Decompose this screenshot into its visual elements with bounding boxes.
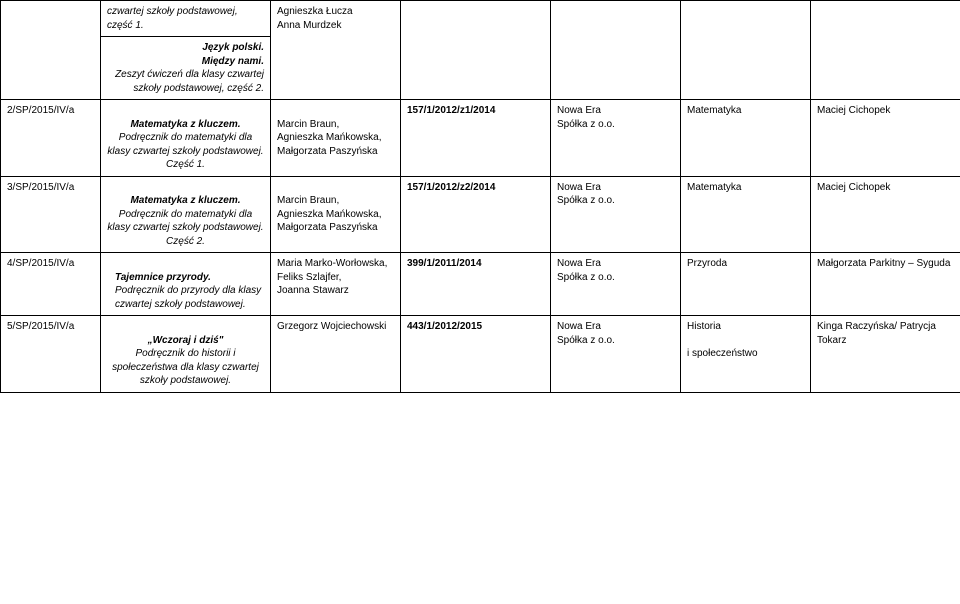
author-text: Marcin Braun, Agnieszka Mańkowska, Małgo… bbox=[277, 119, 382, 157]
table-row: czwartej szkoły podstawowej, część 1. Ag… bbox=[1, 1, 960, 37]
table-row: 3/SP/2015/IV/a Matematyka z kluczem. Pod… bbox=[1, 176, 960, 253]
cell-subject bbox=[681, 1, 811, 100]
cell-id: 3/SP/2015/IV/a bbox=[1, 176, 101, 253]
cell-subject: Historia i społeczeństwo bbox=[681, 316, 811, 393]
cell-publisher bbox=[551, 1, 681, 100]
cell-title: Język polski. Między nami. Zeszyt ćwicze… bbox=[101, 37, 271, 100]
cell-approval: 443/1/2012/2015 bbox=[401, 316, 551, 393]
cell-id: 5/SP/2015/IV/a bbox=[1, 316, 101, 393]
desc-text: Podręcznik do historii i społeczeństwa d… bbox=[107, 347, 264, 388]
approval-text: 157/1/2012/z1/2014 bbox=[407, 105, 495, 116]
title-text: Matematyka z kluczem. bbox=[107, 118, 264, 132]
title-text: Język polski. Między nami. bbox=[107, 41, 264, 68]
cell-author: Agnieszka Łucza Anna Murdzek bbox=[271, 1, 401, 100]
cell-publisher: Nowa Era Spółka z o.o. bbox=[551, 100, 681, 177]
textbook-table: czwartej szkoły podstawowej, część 1. Ag… bbox=[0, 0, 960, 393]
cell-id bbox=[1, 1, 101, 100]
cell-title: Tajemnice przyrody. Podręcznik do przyro… bbox=[101, 253, 271, 316]
author-text: Agnieszka Łucza Anna Murdzek bbox=[277, 6, 353, 31]
cell-approval: 157/1/2012/z2/2014 bbox=[401, 176, 551, 253]
cell-publisher: Nowa Era Spółka z o.o. bbox=[551, 253, 681, 316]
cell-author: Grzegorz Wojciechowski bbox=[271, 316, 401, 393]
cell-subject: Matematyka bbox=[681, 100, 811, 177]
approval-text: 443/1/2012/2015 bbox=[407, 321, 482, 332]
approval-text: 157/1/2012/z2/2014 bbox=[407, 182, 495, 193]
cell-title: Matematyka z kluczem. Podręcznik do mate… bbox=[101, 100, 271, 177]
title-text: „Wczoraj i dziś" bbox=[107, 334, 264, 348]
desc-text: Podręcznik do matematyki dla klasy czwar… bbox=[107, 131, 264, 172]
title-text: czwartej szkoły podstawowej, część 1. bbox=[107, 6, 238, 31]
desc-text: Podręcznik do przyrody dla klasy czwarte… bbox=[107, 284, 264, 311]
table-row: 2/SP/2015/IV/a Matematyka z kluczem. Pod… bbox=[1, 100, 960, 177]
cell-teacher: Kinga Raczyńska/ Patrycja Tokarz bbox=[811, 316, 960, 393]
desc-text: Podręcznik do matematyki dla klasy czwar… bbox=[107, 208, 264, 249]
cell-subject: Przyroda bbox=[681, 253, 811, 316]
cell-teacher: Małgorzata Parkitny – Syguda bbox=[811, 253, 960, 316]
cell-author: Marcin Braun, Agnieszka Mańkowska, Małgo… bbox=[271, 176, 401, 253]
cell-id: 2/SP/2015/IV/a bbox=[1, 100, 101, 177]
cell-teacher bbox=[811, 1, 960, 100]
cell-teacher: Maciej Cichopek bbox=[811, 176, 960, 253]
cell-id: 4/SP/2015/IV/a bbox=[1, 253, 101, 316]
cell-publisher: Nowa Era Spółka z o.o. bbox=[551, 176, 681, 253]
cell-author: Marcin Braun, Agnieszka Mańkowska, Małgo… bbox=[271, 100, 401, 177]
cell-approval bbox=[401, 1, 551, 100]
title-text: Matematyka z kluczem. bbox=[107, 194, 264, 208]
desc-text: Zeszyt ćwiczeń dla klasy czwartej szkoły… bbox=[107, 68, 264, 95]
cell-approval: 157/1/2012/z1/2014 bbox=[401, 100, 551, 177]
cell-approval: 399/1/2011/2014 bbox=[401, 253, 551, 316]
title-text: Tajemnice przyrody. bbox=[107, 271, 264, 285]
table-row: 4/SP/2015/IV/a Tajemnice przyrody. Podrę… bbox=[1, 253, 960, 316]
cell-title: Matematyka z kluczem. Podręcznik do mate… bbox=[101, 176, 271, 253]
table-row: 5/SP/2015/IV/a „Wczoraj i dziś" Podręczn… bbox=[1, 316, 960, 393]
author-text: Marcin Braun, Agnieszka Mańkowska, Małgo… bbox=[277, 195, 382, 233]
approval-text: 399/1/2011/2014 bbox=[407, 258, 482, 269]
cell-title: „Wczoraj i dziś" Podręcznik do historii … bbox=[101, 316, 271, 393]
cell-teacher: Maciej Cichopek bbox=[811, 100, 960, 177]
cell-subject: Matematyka bbox=[681, 176, 811, 253]
cell-title: czwartej szkoły podstawowej, część 1. bbox=[101, 1, 271, 37]
cell-author: Maria Marko-Worłowska, Feliks Szlajfer, … bbox=[271, 253, 401, 316]
cell-publisher: Nowa Era Spółka z o.o. bbox=[551, 316, 681, 393]
